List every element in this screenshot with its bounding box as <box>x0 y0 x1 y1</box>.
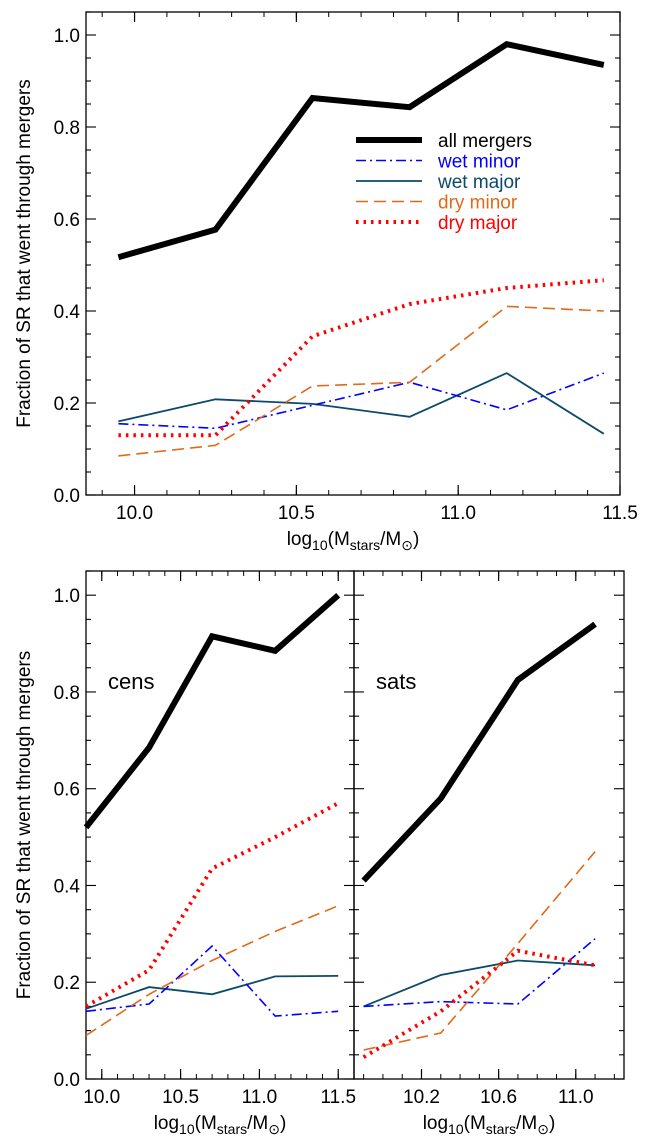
legend-label: dry minor <box>438 193 518 214</box>
x-tick-label: 10.5 <box>162 1087 199 1108</box>
plot-frame <box>85 11 621 496</box>
y-tick-label: 0.2 <box>54 394 80 415</box>
chart-panel-bottom-left: 10.0 10.5 11.0 11.5 0.0 0.2 0.4 0.6 0.8 1.0 Fracti… <box>14 570 356 1136</box>
x-axis-title-part: stars <box>350 537 380 553</box>
panel-label-cens: cens <box>108 669 154 694</box>
y-tick-label: 1.0 <box>54 26 80 47</box>
x-axis-title-part: ) <box>280 1113 286 1134</box>
legend-label: wet major <box>437 172 521 193</box>
x-axis-title-part: ) <box>413 529 419 550</box>
series-line-wet-minor <box>85 944 339 1017</box>
y-tick-label: 0.2 <box>54 973 80 994</box>
x-tick-label: 11.5 <box>602 503 638 524</box>
series-line-dry-minor <box>85 905 339 1037</box>
series-line-all-mergers <box>83 592 341 830</box>
plot-frame <box>353 570 625 1080</box>
plot-frame <box>85 570 355 1080</box>
x-tick-label: 11.5 <box>320 1087 356 1108</box>
series-line-wet-major <box>85 975 339 1010</box>
y-tick-label: 0.8 <box>54 118 80 139</box>
y-axis-title: Fraction of SR that went through mergers <box>14 79 35 428</box>
series-line-wet-minor <box>363 938 596 1008</box>
series-line-all-mergers <box>361 621 597 883</box>
x-tick-label: 11.0 <box>242 1087 278 1108</box>
legend-label: all mergers <box>438 131 532 152</box>
x-axis-title-part: 10 <box>448 1121 464 1136</box>
x-axis-title-part: log <box>423 1113 448 1134</box>
y-tick-label: 1.0 <box>54 586 80 607</box>
x-tick-label: 11.0 <box>440 503 476 524</box>
x-axis-title-part: ⊙ <box>268 1121 280 1136</box>
x-axis-title-part: 10 <box>179 1121 195 1136</box>
x-tick-label: 11.0 <box>558 1087 594 1108</box>
y-tick-label: 0.4 <box>54 302 81 323</box>
y-tick-label: 0.6 <box>54 780 80 801</box>
x-axis-title-part: (M <box>464 1113 486 1134</box>
y-tick-label: 0.0 <box>54 486 80 507</box>
x-tick-label: 10.6 <box>480 1087 517 1108</box>
series-line-wet-major <box>118 372 605 435</box>
chart-panel-top: 10.0 10.5 11.0 11.5 0.0 0.2 0.4 0.6 0.8 1.0 Fracti… <box>14 11 638 553</box>
y-tick-label: 0.6 <box>54 210 80 231</box>
series-line-dry-major <box>362 948 596 1059</box>
series-line-wet-major <box>363 959 596 1008</box>
x-axis-title: log10(Mstars/M⊙)log10(Mstars/M⊙) <box>154 1113 287 1136</box>
x-axis-title-part: ) <box>549 1113 555 1134</box>
series-line-dry-major <box>85 801 340 1009</box>
series-line-all-mergers <box>117 41 605 261</box>
y-tick-label: 0.4 <box>54 876 81 897</box>
series-line-dry-minor <box>118 305 604 457</box>
x-tick-label: 10.2 <box>403 1087 440 1108</box>
x-axis-title-part: stars <box>486 1121 516 1136</box>
x-axis-title-part: ⊙ <box>401 537 413 553</box>
x-tick-label: 10.0 <box>116 503 153 524</box>
y-axis-title: Fraction of SR that went through mergers <box>14 651 35 1000</box>
x-axis-title-part: /M <box>380 529 401 550</box>
x-axis-title-part: log <box>287 529 312 550</box>
x-axis-title: log10(Mstars/M⊙)log10(Mstars/M⊙) <box>287 529 420 553</box>
x-axis-title-part: 10 <box>312 537 328 553</box>
x-tick-label: 10.5 <box>278 503 315 524</box>
x-axis-title: log10(Mstars/M⊙)log10(Mstars/M⊙) <box>423 1113 556 1136</box>
chart-panel-bottom-right: 10.2 10.6 11.0log10(Mstars/M⊙)log10(Mstars… <box>353 570 625 1136</box>
series-line-dry-minor <box>363 851 596 1051</box>
panel-label-sats: sats <box>376 669 416 694</box>
x-axis-title-part: stars <box>217 1121 247 1136</box>
x-axis-title-part: (M <box>195 1113 217 1134</box>
legend-label: wet minor <box>437 152 521 173</box>
y-tick-label: 0.0 <box>54 1070 80 1091</box>
x-axis-title-part: (M <box>328 529 350 550</box>
x-axis-title-part: log <box>154 1113 179 1134</box>
legend-label: dry major <box>438 213 518 234</box>
x-axis-title-part: /M <box>516 1113 537 1134</box>
x-axis-title-part: /M <box>247 1113 268 1134</box>
x-axis-title-part: ⊙ <box>537 1121 549 1136</box>
y-tick-label: 0.8 <box>54 683 80 704</box>
series-line-dry-major <box>118 278 604 438</box>
x-tick-label: 10.0 <box>83 1087 120 1108</box>
series-line-wet-minor <box>118 372 605 430</box>
